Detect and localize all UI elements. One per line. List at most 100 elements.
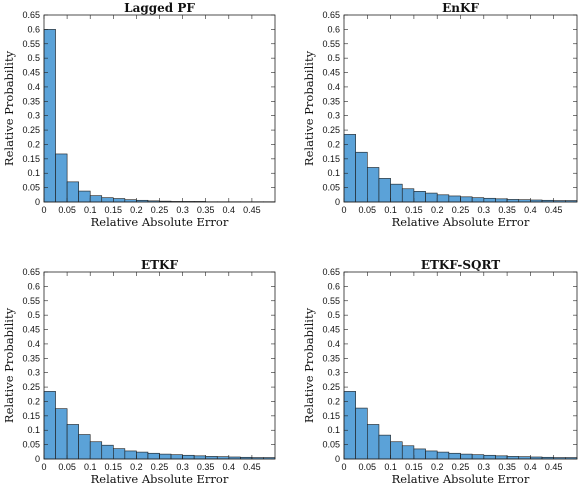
y-tick-label: 0.5 bbox=[327, 53, 340, 63]
histogram-bar bbox=[89, 441, 103, 460]
histogram-bar bbox=[159, 453, 172, 460]
y-axis-label: Relative Probability bbox=[2, 307, 16, 423]
y-tick-label: 0.25 bbox=[322, 382, 340, 392]
y-tick-label: 0.55 bbox=[322, 39, 340, 49]
histogram-bar bbox=[390, 183, 403, 203]
y-tick-label: 0.2 bbox=[27, 139, 40, 149]
x-tick-label: 0.15 bbox=[405, 205, 423, 215]
y-tick-label: 0.1 bbox=[327, 425, 340, 435]
y-tick-label: 0.5 bbox=[327, 310, 340, 320]
histogram-bar bbox=[425, 450, 438, 460]
histogram-bar bbox=[366, 167, 380, 203]
y-tick-label: 0.45 bbox=[22, 325, 40, 335]
histogram-panel: 0 0.05 0.1 0.15 0.2 0.25 0.3 0.35 0.4 0.45 0.5 0.55… bbox=[302, 258, 578, 485]
histogram-bar bbox=[55, 408, 68, 460]
y-tick-label: 0.1 bbox=[27, 425, 40, 435]
histogram-panel: 0 0.05 0.1 0.15 0.2 0.25 0.3 0.35 0.4 0.45 0.5 0.55… bbox=[302, 1, 578, 229]
x-tick-label: 0.2 bbox=[431, 462, 444, 472]
y-tick-label: 0.65 bbox=[22, 267, 40, 277]
y-tick-label: 0.2 bbox=[27, 396, 40, 406]
x-tick-label: 0.45 bbox=[243, 205, 261, 215]
histogram-bar bbox=[436, 451, 450, 460]
histogram-bar bbox=[495, 198, 508, 203]
y-tick-label: 0.05 bbox=[322, 183, 340, 193]
y-tick-label: 0 bbox=[35, 197, 40, 207]
x-tick-label: 0.4 bbox=[524, 462, 537, 472]
histogram-panel: 0 0.05 0.1 0.15 0.2 0.25 0.3 0.35 0.4 0.45 0.5 0.55… bbox=[2, 1, 276, 229]
histogram-bar bbox=[147, 452, 160, 460]
x-axis-label: Relative Absolute Error bbox=[392, 215, 530, 229]
x-axis-label: Relative Absolute Error bbox=[91, 472, 229, 485]
histogram-bar bbox=[78, 190, 91, 203]
histogram-bar bbox=[170, 454, 183, 460]
y-tick-label: 0.15 bbox=[322, 154, 340, 164]
y-tick-label: 0.65 bbox=[322, 267, 340, 277]
y-tick-label: 0.15 bbox=[22, 411, 40, 421]
histogram-bar bbox=[66, 181, 79, 203]
x-tick-label: 0.3 bbox=[478, 462, 491, 472]
x-tick-label: 0.45 bbox=[545, 205, 563, 215]
histogram-bar bbox=[448, 452, 461, 460]
histogram-bar bbox=[401, 445, 415, 460]
x-tick-label: 0.25 bbox=[452, 205, 470, 215]
histogram-bar bbox=[193, 455, 206, 460]
histogram-bar bbox=[390, 441, 403, 460]
y-tick-label: 0.5 bbox=[27, 310, 40, 320]
histogram-panel: 0 0.05 0.1 0.15 0.2 0.25 0.3 0.35 0.4 0.45 0.5 0.55… bbox=[2, 258, 276, 485]
histogram-bar bbox=[136, 451, 149, 460]
histogram-bar bbox=[55, 153, 68, 203]
histogram-bar bbox=[471, 454, 485, 460]
x-tick-label: 0.25 bbox=[452, 462, 470, 472]
x-tick-label: 0.35 bbox=[197, 205, 215, 215]
x-tick-label: 0.05 bbox=[359, 205, 377, 215]
y-axis-label: Relative Probability bbox=[2, 50, 16, 166]
histogram-bar bbox=[378, 434, 391, 460]
x-tick-label: 0.4 bbox=[524, 205, 537, 215]
histogram-bar bbox=[436, 194, 450, 203]
x-tick-label: 0.35 bbox=[498, 462, 516, 472]
y-tick-label: 0 bbox=[335, 197, 340, 207]
x-tick-label: 0.3 bbox=[176, 205, 189, 215]
histogram-bar bbox=[78, 434, 91, 460]
y-tick-label: 0.35 bbox=[322, 353, 340, 363]
x-tick-label: 0.25 bbox=[151, 205, 169, 215]
y-tick-label: 0.35 bbox=[22, 96, 40, 106]
x-tick-label: 0.45 bbox=[243, 462, 261, 472]
histogram-bar bbox=[355, 407, 368, 460]
x-axis-label: Relative Absolute Error bbox=[91, 215, 229, 229]
x-tick-label: 0.15 bbox=[405, 462, 423, 472]
x-axis-label: Relative Absolute Error bbox=[392, 472, 530, 485]
histogram-bar bbox=[401, 188, 415, 203]
y-tick-label: 0.25 bbox=[322, 125, 340, 135]
y-tick-label: 0.35 bbox=[22, 353, 40, 363]
y-tick-label: 0.6 bbox=[327, 24, 340, 34]
x-tick-label: 0.05 bbox=[58, 462, 76, 472]
x-tick-label: 0.3 bbox=[478, 205, 491, 215]
y-tick-label: 0.3 bbox=[327, 368, 340, 378]
x-tick-label: 0 bbox=[341, 462, 346, 472]
plot-frame bbox=[43, 14, 276, 203]
histogram-bar bbox=[182, 454, 195, 460]
histogram-bar bbox=[355, 151, 368, 203]
x-tick-label: 0.2 bbox=[431, 205, 444, 215]
x-tick-label: 0.1 bbox=[84, 205, 97, 215]
histogram-bar bbox=[101, 197, 114, 203]
x-tick-label: 0 bbox=[341, 205, 346, 215]
x-tick-label: 0.4 bbox=[223, 205, 236, 215]
y-axis-label: Relative Probability bbox=[302, 50, 316, 166]
x-tick-label: 0 bbox=[41, 462, 46, 472]
histogram-bar bbox=[413, 448, 426, 460]
x-tick-label: 0.05 bbox=[359, 462, 377, 472]
histogram-bar bbox=[124, 450, 137, 460]
y-tick-label: 0.05 bbox=[22, 440, 40, 450]
x-tick-label: 0.4 bbox=[223, 462, 236, 472]
y-tick-label: 0.15 bbox=[322, 411, 340, 421]
x-tick-label: 0.25 bbox=[151, 462, 169, 472]
x-tick-label: 0.35 bbox=[498, 205, 516, 215]
x-tick-label: 0.2 bbox=[130, 462, 143, 472]
histogram-bar bbox=[413, 191, 426, 203]
y-tick-label: 0.2 bbox=[327, 396, 340, 406]
y-tick-label: 0.55 bbox=[22, 296, 40, 306]
x-tick-label: 0.15 bbox=[105, 462, 123, 472]
